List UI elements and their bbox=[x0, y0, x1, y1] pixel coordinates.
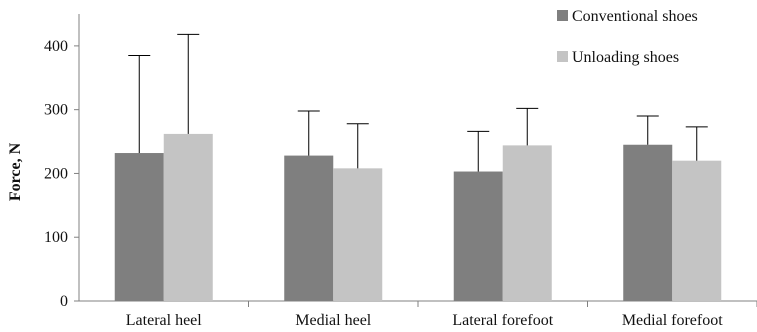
error-bars bbox=[128, 33, 708, 172]
bar bbox=[623, 144, 673, 301]
bar bbox=[284, 155, 334, 301]
bar bbox=[502, 145, 552, 301]
legend-label: Unloading shoes bbox=[572, 49, 679, 66]
category-label: Lateral forefoot bbox=[452, 312, 553, 329]
legend-label: Conventional shoes bbox=[572, 8, 698, 25]
y-tick-label: 400 bbox=[44, 38, 68, 55]
bars bbox=[114, 133, 722, 301]
category-label: Lateral heel bbox=[126, 312, 203, 329]
category-labels: Lateral heel Medial heel Lateral forefoot M… bbox=[126, 312, 723, 329]
legend-swatch bbox=[557, 10, 568, 21]
y-axis-title: Force, N bbox=[7, 142, 24, 201]
bar bbox=[672, 160, 722, 301]
y-tick-label: 300 bbox=[44, 102, 68, 119]
y-tick-labels: 0 100 200 300 400 bbox=[44, 38, 68, 310]
category-label: Medial forefoot bbox=[622, 312, 723, 329]
bar bbox=[453, 171, 503, 301]
y-tick-label: 100 bbox=[44, 229, 68, 246]
y-tick-label: 0 bbox=[60, 293, 68, 310]
bar bbox=[163, 133, 213, 301]
bar bbox=[114, 153, 164, 301]
legend-swatch bbox=[557, 51, 568, 62]
legend: Conventional shoes Unloading shoes bbox=[557, 8, 698, 66]
category-label: Medial heel bbox=[295, 312, 372, 329]
y-tick-label: 200 bbox=[44, 165, 68, 182]
bar bbox=[333, 168, 383, 301]
